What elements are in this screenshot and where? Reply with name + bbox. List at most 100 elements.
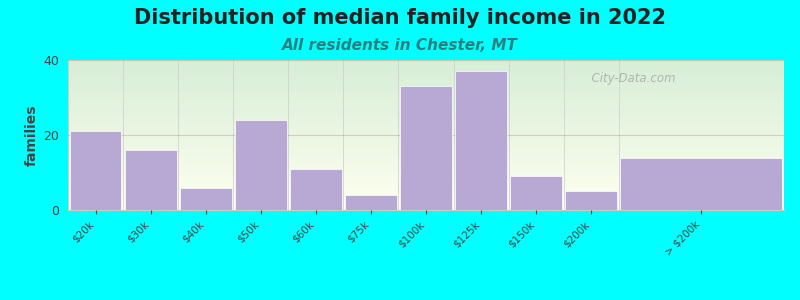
Bar xyxy=(68,146,784,147)
Bar xyxy=(68,206,784,207)
Bar xyxy=(68,132,784,134)
Bar xyxy=(68,159,784,160)
Bar xyxy=(68,208,784,210)
Bar xyxy=(68,94,784,96)
Bar xyxy=(68,183,784,184)
Bar xyxy=(68,99,784,100)
Bar xyxy=(68,100,784,102)
Bar xyxy=(235,120,286,210)
Bar xyxy=(68,96,784,98)
Bar xyxy=(68,147,784,148)
Bar xyxy=(68,76,784,78)
Bar xyxy=(68,103,784,105)
Bar xyxy=(68,158,784,159)
Bar xyxy=(68,201,784,202)
Bar xyxy=(68,184,784,186)
Bar xyxy=(68,140,784,141)
Bar xyxy=(68,200,784,201)
Bar xyxy=(68,88,784,90)
Bar xyxy=(68,122,784,123)
Bar xyxy=(68,186,784,188)
Bar xyxy=(68,202,784,204)
Bar xyxy=(68,138,784,140)
Bar xyxy=(68,105,784,106)
Bar xyxy=(68,164,784,165)
Bar xyxy=(68,182,784,183)
Bar xyxy=(68,156,784,158)
Bar xyxy=(68,136,784,138)
Bar xyxy=(68,108,784,110)
Bar xyxy=(68,134,784,135)
Bar xyxy=(68,204,784,206)
Bar xyxy=(621,158,782,210)
Bar xyxy=(68,165,784,166)
Bar xyxy=(510,176,562,210)
Bar xyxy=(68,70,784,72)
Bar xyxy=(68,114,784,116)
Bar xyxy=(68,154,784,156)
Bar xyxy=(68,152,784,153)
Bar xyxy=(68,112,784,114)
Bar xyxy=(68,116,784,117)
Bar xyxy=(68,189,784,190)
Bar xyxy=(68,80,784,81)
Bar xyxy=(68,92,784,93)
Bar xyxy=(68,144,784,146)
Bar xyxy=(68,174,784,176)
Bar xyxy=(68,148,784,150)
Bar xyxy=(68,192,784,194)
Bar xyxy=(68,64,784,66)
Bar xyxy=(68,129,784,130)
Text: All residents in Chester, MT: All residents in Chester, MT xyxy=(282,38,518,52)
Bar xyxy=(68,169,784,171)
Bar xyxy=(68,188,784,189)
Bar xyxy=(68,93,784,94)
Bar xyxy=(68,128,784,129)
Bar xyxy=(68,198,784,200)
Bar xyxy=(68,60,784,61)
Bar xyxy=(68,102,784,104)
Bar xyxy=(68,106,784,108)
Bar xyxy=(68,84,784,86)
Bar xyxy=(345,195,397,210)
Bar xyxy=(68,66,784,68)
Bar xyxy=(68,160,784,162)
Bar xyxy=(68,74,784,75)
Bar xyxy=(68,178,784,180)
Bar xyxy=(68,63,784,64)
Bar xyxy=(68,90,784,92)
Bar xyxy=(68,110,784,111)
Bar xyxy=(68,124,784,126)
Bar xyxy=(400,86,452,210)
Bar xyxy=(68,72,784,74)
Bar xyxy=(455,71,507,210)
Bar xyxy=(68,177,784,178)
Bar xyxy=(125,150,177,210)
Bar xyxy=(68,195,784,196)
Bar xyxy=(68,207,784,208)
Bar xyxy=(68,135,784,136)
Text: City-Data.com: City-Data.com xyxy=(583,72,675,85)
Bar xyxy=(68,196,784,198)
Bar xyxy=(68,98,784,99)
Bar xyxy=(68,162,784,164)
Bar xyxy=(68,75,784,76)
Bar xyxy=(68,118,784,120)
Bar xyxy=(68,78,784,80)
Bar xyxy=(68,176,784,177)
Bar xyxy=(68,150,784,152)
Bar xyxy=(68,87,784,88)
Bar xyxy=(68,168,784,170)
Bar xyxy=(68,85,784,87)
Bar xyxy=(68,68,784,69)
Bar xyxy=(68,167,784,168)
Bar xyxy=(68,171,784,172)
Bar xyxy=(68,69,784,70)
Bar xyxy=(68,142,784,144)
Bar xyxy=(68,81,784,82)
Bar xyxy=(68,82,784,84)
Bar xyxy=(68,194,784,195)
Bar xyxy=(68,153,784,154)
Bar xyxy=(180,188,231,210)
Bar xyxy=(68,172,784,174)
